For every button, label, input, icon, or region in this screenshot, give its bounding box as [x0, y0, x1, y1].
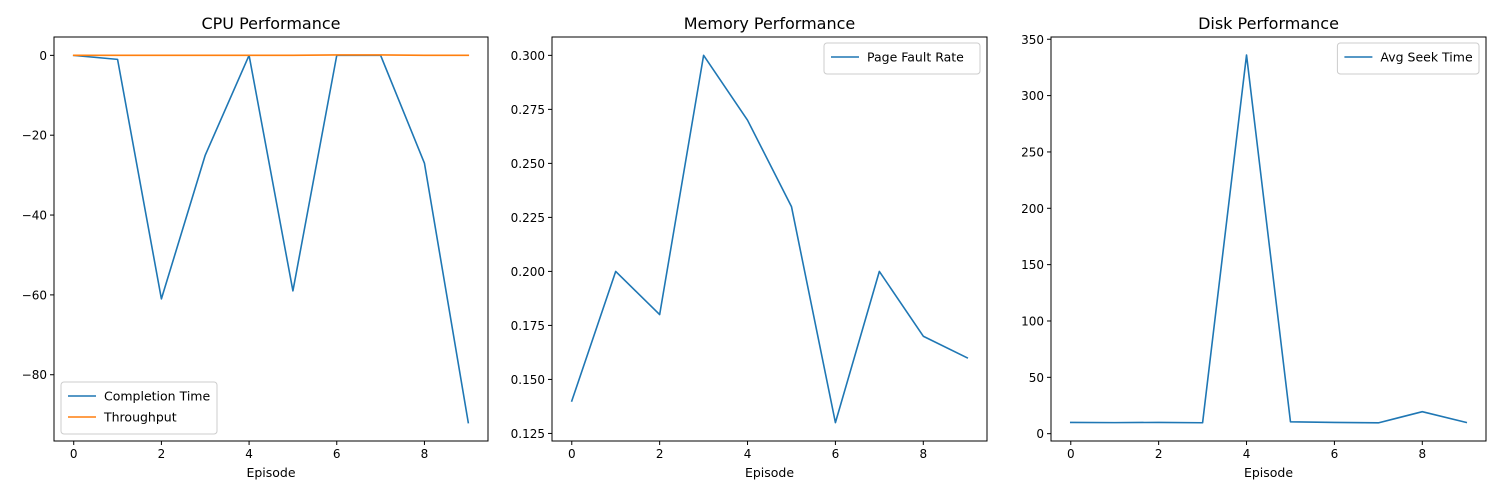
memory-performance-x-tick-label: 0 [568, 447, 576, 461]
disk-performance-panel: Disk Performance 0 2 4 6 8 0 50 100 150 200 250 300 3… [1021, 14, 1487, 480]
disk-performance-x-tick-label: 8 [1418, 447, 1426, 461]
cpu-performance-x-tick-label: 0 [70, 447, 78, 461]
cpu-performance-plot-frame [53, 36, 489, 442]
cpu-performance-x-tick-label: 2 [158, 447, 166, 461]
disk-performance-legend-box [1336, 42, 1480, 75]
disk-performance-y-tick-label: 200 [1021, 202, 1044, 216]
cpu-performance-panel: CPU Performance 0 2 4 6 8 0 −20 −40 −60 −80 Episode… [22, 14, 489, 480]
memory-performance-y-tick-label: 0.225 [511, 211, 545, 225]
disk-performance-y-tick-label: 150 [1021, 258, 1044, 272]
cpu-performance-legend-label-completion-time: Completion Time [104, 389, 210, 404]
disk-performance-plot-frame [1050, 36, 1487, 442]
cpu-performance-legend: Completion Time Throughput [60, 381, 218, 435]
disk-performance-legend-label-avg-seek-time: Avg Seek Time [1380, 50, 1473, 65]
disk-performance-title: Disk Performance [1198, 14, 1339, 33]
memory-performance-y-tick-label: 0.300 [511, 49, 545, 63]
memory-performance-y-tick-label: 0.150 [511, 373, 545, 387]
memory-performance-y-tick-label: 0.250 [511, 157, 545, 171]
memory-performance-x-tick-label: 4 [744, 447, 752, 461]
disk-performance-x-tick-label: 2 [1155, 447, 1163, 461]
cpu-performance-y-tick-label: −20 [22, 129, 47, 143]
memory-performance-x-axis-label: Episode [745, 465, 794, 480]
cpu-performance-legend-box [60, 381, 218, 435]
cpu-performance-y-tick-label: −40 [22, 209, 47, 223]
disk-performance-x-tick-label: 6 [1331, 447, 1339, 461]
memory-performance-x-tick-label: 2 [656, 447, 664, 461]
memory-performance-x-tick-label: 6 [832, 447, 840, 461]
disk-performance-y-tick-label: 300 [1021, 89, 1044, 103]
memory-performance-title: Memory Performance [684, 14, 856, 33]
memory-performance-legend-box [823, 42, 981, 75]
disk-performance-x-tick-label: 0 [1067, 447, 1075, 461]
cpu-performance-y-tick-label: −80 [22, 368, 47, 382]
cpu-performance-completion-time-line [72, 54, 470, 424]
cpu-performance-x-tick-label: 6 [333, 447, 341, 461]
memory-performance-y-tick-label: 0.125 [511, 427, 545, 441]
cpu-performance-x-tick-label: 8 [421, 447, 429, 461]
disk-performance-x-tick-label: 4 [1243, 447, 1251, 461]
disk-performance-avg-seek-time-line [1069, 54, 1468, 424]
cpu-performance-legend-label-throughput: Throughput [103, 410, 177, 425]
memory-performance-x-tick-label: 8 [919, 447, 927, 461]
cpu-performance-y-tick-label: 0 [39, 49, 47, 63]
memory-performance-page-fault-rate-line [570, 54, 969, 424]
memory-performance-legend-label-page-fault-rate: Page Fault Rate [867, 50, 964, 65]
memory-performance-panel: Memory Performance 0 2 4 6 8 0.125 0.150 0.175 0.… [511, 14, 988, 480]
disk-performance-legend: Avg Seek Time [1336, 42, 1480, 75]
disk-performance-y-tick-label: 50 [1029, 371, 1044, 385]
memory-performance-plot-frame [551, 36, 988, 442]
disk-performance-y-tick-label: 0 [1036, 427, 1044, 441]
memory-performance-y-tick-label: 0.175 [511, 319, 545, 333]
disk-performance-y-tick-label: 100 [1021, 314, 1044, 328]
memory-performance-y-tick-label: 0.275 [511, 103, 545, 117]
cpu-performance-x-axis-label: Episode [246, 465, 295, 480]
disk-performance-x-axis-label: Episode [1244, 465, 1293, 480]
cpu-performance-title: CPU Performance [201, 14, 340, 33]
cpu-performance-x-tick-label: 4 [245, 447, 253, 461]
cpu-performance-y-tick-label: −60 [22, 288, 47, 302]
memory-performance-legend: Page Fault Rate [823, 42, 981, 75]
memory-performance-y-tick-label: 0.200 [511, 265, 545, 279]
disk-performance-y-tick-label: 250 [1021, 145, 1044, 159]
disk-performance-y-tick-label: 350 [1021, 33, 1044, 47]
